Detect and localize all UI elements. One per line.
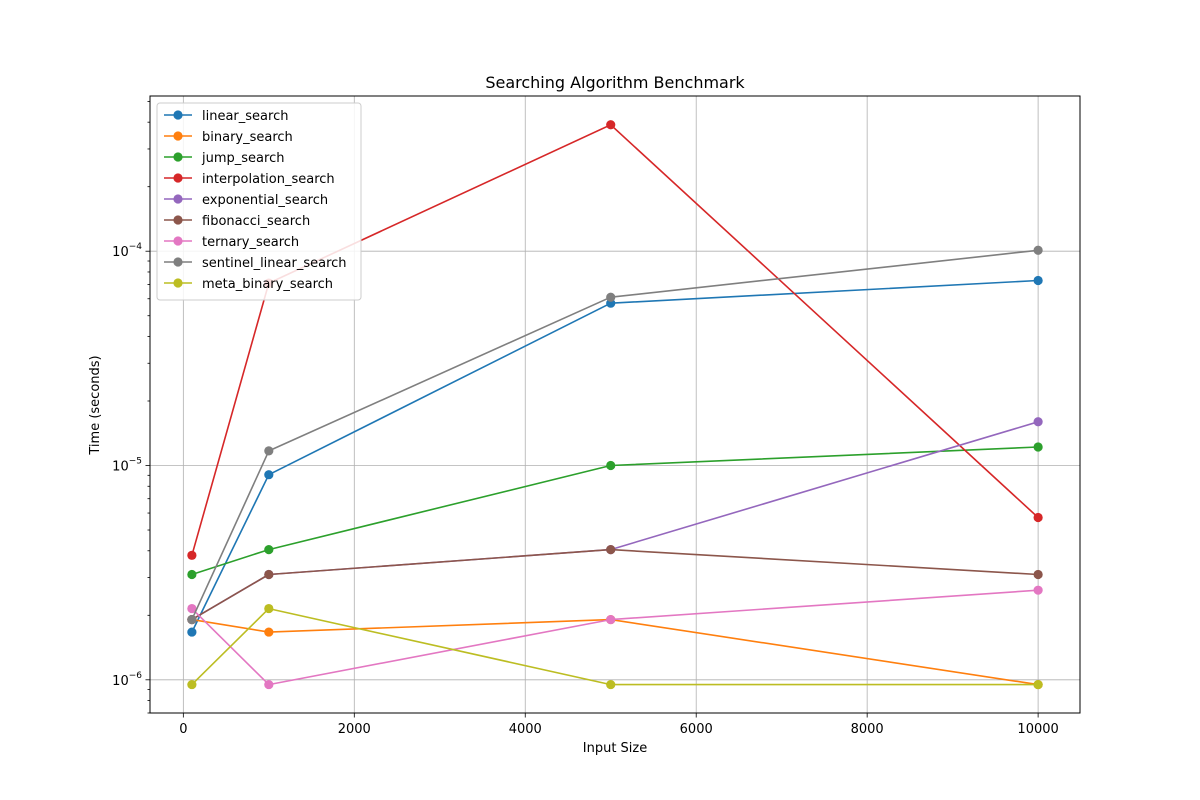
data-point <box>187 614 197 625</box>
data-point <box>187 550 197 560</box>
series-sentinel_linear_search <box>187 245 1043 625</box>
x-tick-label: 0 <box>179 722 187 737</box>
legend-item-exponential_search: exponential_search <box>164 193 328 208</box>
legend-marker <box>173 215 183 225</box>
data-point <box>1033 275 1043 286</box>
legend-marker <box>173 173 183 183</box>
series-jump_search <box>187 442 1043 580</box>
x-axis-label: Input Size <box>583 741 647 756</box>
data-point <box>606 545 616 555</box>
series-linear_search <box>187 275 1043 637</box>
legend-label: sentinel_linear_search <box>202 256 347 271</box>
data-point <box>264 470 274 480</box>
series-meta_binary_search <box>187 603 1043 690</box>
legend-item-meta_binary_search: meta_binary_search <box>164 277 333 292</box>
legend-box <box>156 102 362 301</box>
legend-marker <box>173 110 183 120</box>
data-point <box>1033 442 1043 452</box>
data-point <box>1033 679 1043 690</box>
series-line <box>191 249 1039 620</box>
legend-marker <box>173 152 183 162</box>
series-interpolation_search <box>187 120 1043 560</box>
data-point <box>187 603 197 614</box>
legend: linear_search binary_search jump_searchint… <box>156 102 362 301</box>
data-point <box>1033 245 1043 255</box>
axes-frame <box>149 95 1081 714</box>
data-point <box>187 569 197 580</box>
data-point <box>264 627 274 637</box>
series-line <box>191 607 1039 686</box>
legend-marker <box>173 236 183 246</box>
x-tick-label: 6000 <box>680 722 713 737</box>
data-point <box>264 545 274 555</box>
y-axis-label: Time (seconds) <box>88 355 103 455</box>
x-tick-label: 8000 <box>851 722 884 737</box>
legend-label: binary_search <box>202 130 293 145</box>
legend-label: fibonacci_search <box>202 214 310 229</box>
data-point <box>187 679 197 690</box>
legend-label: jump_search <box>201 151 284 166</box>
legend-marker <box>173 194 183 204</box>
legend-label: meta_binary_search <box>202 277 333 292</box>
legend-marker <box>173 257 183 267</box>
legend-item-ternary_search: ternary_search <box>164 235 299 250</box>
data-point <box>1033 585 1043 595</box>
legend-label: linear_search <box>202 109 288 124</box>
data-point <box>264 446 274 456</box>
legend-label: interpolation_search <box>202 172 335 187</box>
legend-marker <box>173 131 183 141</box>
series-line <box>191 279 1039 633</box>
data-point <box>1033 512 1043 523</box>
legend-label: exponential_search <box>202 193 328 208</box>
x-tick-label: 10000 <box>1017 722 1058 737</box>
data-point <box>606 120 616 130</box>
legend-marker <box>173 278 183 288</box>
data-point <box>606 292 616 302</box>
series-line <box>191 548 1039 621</box>
x-tick-label: 4000 <box>509 722 542 737</box>
data-point <box>606 460 616 471</box>
x-tick-label: 2000 <box>338 722 371 737</box>
legend-item-jump_search: jump_search <box>164 151 284 166</box>
chart-title: Searching Algorithm Benchmark <box>485 73 745 92</box>
data-point <box>1033 417 1043 427</box>
data-point <box>187 627 197 637</box>
legend-item-fibonacci_search: fibonacci_search <box>164 214 310 229</box>
legend-item-linear_search: linear_search <box>164 109 288 124</box>
data-point <box>264 679 274 690</box>
data-point <box>264 569 274 580</box>
legend-item-interpolation_search: interpolation_search <box>164 172 335 187</box>
legend-item-sentinel_linear_search: sentinel_linear_search <box>164 256 347 271</box>
series-line <box>191 618 1039 686</box>
legend-label: ternary_search <box>202 235 299 250</box>
data-point <box>606 679 616 690</box>
data-point <box>1033 569 1043 580</box>
legend-item-binary_search: binary_search <box>164 130 293 145</box>
series-line <box>191 446 1039 576</box>
data-point <box>264 603 274 614</box>
data-point <box>606 614 616 625</box>
series-line <box>191 124 1039 556</box>
